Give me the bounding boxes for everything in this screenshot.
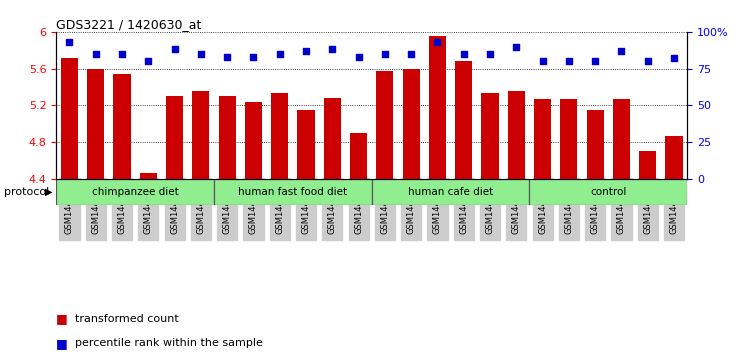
Point bbox=[511, 44, 523, 49]
Point bbox=[195, 51, 207, 57]
Bar bbox=[376, 71, 394, 179]
Bar bbox=[403, 69, 420, 179]
Point bbox=[248, 54, 260, 59]
Bar bbox=[350, 133, 367, 179]
Bar bbox=[534, 99, 551, 179]
Text: chimpanzee diet: chimpanzee diet bbox=[92, 187, 179, 197]
Point bbox=[300, 48, 312, 54]
Text: ■: ■ bbox=[56, 337, 68, 350]
Point bbox=[379, 51, 391, 57]
Point bbox=[668, 56, 680, 61]
Bar bbox=[166, 96, 183, 179]
Point bbox=[169, 47, 181, 52]
Point bbox=[90, 51, 102, 57]
Bar bbox=[297, 110, 315, 179]
Text: control: control bbox=[590, 187, 626, 197]
Point bbox=[222, 54, 234, 59]
Text: GDS3221 / 1420630_at: GDS3221 / 1420630_at bbox=[56, 18, 202, 31]
Point bbox=[64, 39, 75, 45]
Text: ▶: ▶ bbox=[45, 187, 53, 197]
Text: transformed count: transformed count bbox=[75, 314, 179, 324]
Point bbox=[616, 48, 628, 54]
Point bbox=[536, 58, 548, 64]
Text: human fast food diet: human fast food diet bbox=[238, 187, 348, 197]
Point bbox=[274, 51, 286, 57]
Bar bbox=[140, 173, 157, 179]
Bar bbox=[639, 151, 656, 179]
Bar bbox=[214, 179, 372, 205]
Point bbox=[590, 58, 602, 64]
Text: human cafe diet: human cafe diet bbox=[408, 187, 493, 197]
Bar bbox=[587, 110, 604, 179]
Bar bbox=[245, 103, 262, 179]
Point bbox=[563, 58, 575, 64]
Bar bbox=[192, 91, 210, 179]
Bar bbox=[508, 91, 525, 179]
Bar bbox=[529, 179, 687, 205]
Point bbox=[641, 58, 653, 64]
Bar bbox=[324, 98, 341, 179]
Point bbox=[353, 54, 365, 59]
Bar bbox=[87, 69, 104, 179]
Point bbox=[457, 51, 470, 57]
Text: percentile rank within the sample: percentile rank within the sample bbox=[75, 338, 263, 348]
Bar bbox=[665, 136, 683, 179]
Point bbox=[143, 58, 155, 64]
Bar bbox=[429, 36, 446, 179]
Text: ■: ■ bbox=[56, 312, 68, 325]
Point bbox=[116, 51, 128, 57]
Bar bbox=[271, 93, 288, 179]
Point bbox=[406, 51, 418, 57]
Bar bbox=[613, 99, 630, 179]
Bar bbox=[560, 99, 578, 179]
Point bbox=[431, 39, 443, 45]
Bar bbox=[481, 93, 499, 179]
Bar bbox=[219, 96, 236, 179]
Bar bbox=[113, 74, 131, 179]
Bar bbox=[56, 179, 214, 205]
Bar bbox=[61, 58, 78, 179]
Text: protocol: protocol bbox=[4, 187, 49, 197]
Point bbox=[484, 51, 496, 57]
Bar bbox=[455, 61, 472, 179]
Point bbox=[326, 47, 338, 52]
Bar bbox=[372, 179, 529, 205]
